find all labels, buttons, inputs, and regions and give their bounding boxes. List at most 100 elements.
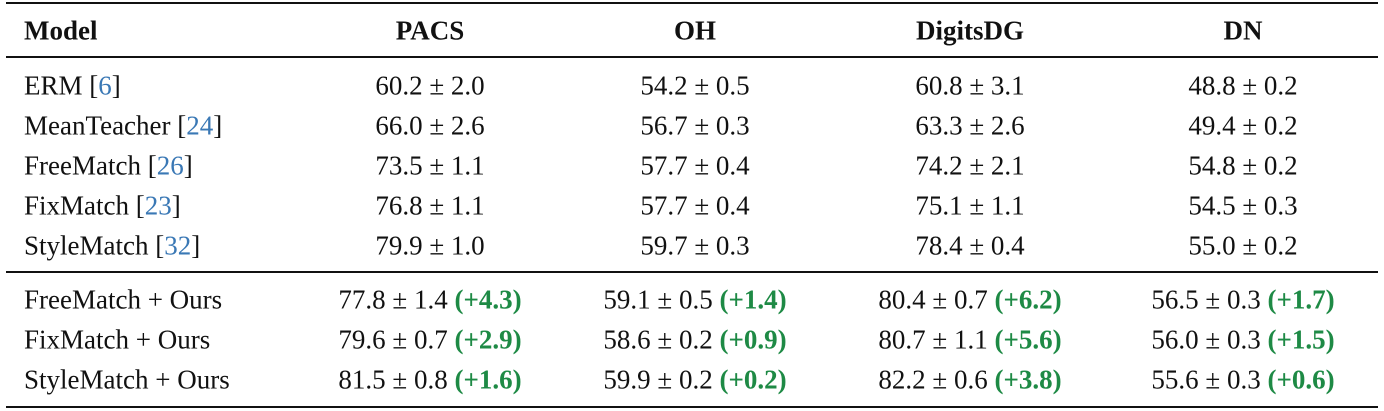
score-cell: 79.6 ± 0.7 (+2.9) — [338, 324, 521, 355]
score-cell: 55.0 ± 0.2 — [1188, 230, 1298, 261]
bracket: [ — [135, 190, 145, 221]
model-cell: MeanTeacher [24] — [24, 110, 223, 141]
score: 59.1 ± 0.5 — [603, 284, 713, 315]
score: 58.6 ± 0.2 — [603, 324, 713, 355]
score-cell: 73.5 ± 1.1 — [375, 150, 485, 181]
score-cell: 56.7 ± 0.3 — [640, 110, 750, 141]
score-cell: 80.4 ± 0.7 (+6.2) — [878, 284, 1062, 315]
bracket: ] — [191, 230, 201, 261]
score-cell: 54.5 ± 0.3 — [1188, 190, 1298, 221]
score: 77.8 ± 1.4 — [338, 284, 448, 315]
score-cell: 82.2 ± 0.6 (+3.8) — [878, 364, 1062, 395]
score-cell: 74.2 ± 2.1 — [915, 150, 1025, 181]
model-name: FixMatch — [24, 190, 129, 221]
score: 59.7 ± 0.3 — [640, 230, 750, 261]
score: 54.5 ± 0.3 — [1188, 190, 1298, 221]
score: 74.2 ± 2.1 — [915, 150, 1025, 181]
model-cell: FixMatch [23] — [24, 190, 181, 221]
score-cell: 49.4 ± 0.2 — [1188, 110, 1298, 141]
score-cell: 59.7 ± 0.3 — [640, 230, 750, 261]
score: 56.5 ± 0.3 — [1151, 284, 1261, 315]
gain: (+1.4) — [719, 284, 787, 315]
score-cell: 66.0 ± 2.6 — [375, 110, 485, 141]
header-cell: OH — [673, 15, 717, 46]
score: 78.4 ± 0.4 — [915, 230, 1025, 261]
gain: (+0.2) — [719, 364, 787, 395]
score: 54.2 ± 0.5 — [640, 70, 750, 101]
score-cell: 54.2 ± 0.5 — [640, 70, 750, 101]
model-name: FixMatch + Ours — [24, 324, 211, 355]
score: 49.4 ± 0.2 — [1188, 110, 1298, 141]
model-cell: ERM [6] — [24, 70, 121, 101]
score-cell: 80.7 ± 1.1 (+5.6) — [878, 324, 1062, 355]
score: 63.3 ± 2.6 — [915, 110, 1025, 141]
header-cell: PACS — [395, 15, 465, 46]
score-cell: 75.1 ± 1.1 — [915, 192, 1024, 220]
model-name: ERM — [24, 70, 83, 101]
score-cell: 57.7 ± 0.4 — [640, 150, 750, 181]
score-cell: 79.9 ± 1.0 — [375, 232, 484, 260]
score: 59.9 ± 0.2 — [603, 364, 713, 395]
gain: (+0.6) — [1267, 364, 1335, 395]
top-rule — [6, 2, 1378, 4]
citation: 26 — [156, 150, 184, 181]
score-cell: 78.4 ± 0.4 — [915, 230, 1025, 261]
score-cell: 63.3 ± 2.6 — [915, 110, 1025, 141]
score: 81.5 ± 0.8 — [338, 364, 448, 395]
gain: (+1.7) — [1267, 284, 1335, 315]
header-cell: Model — [24, 15, 98, 46]
bracket: ] — [213, 110, 223, 141]
bracket: ] — [111, 70, 121, 101]
bottom-rule — [6, 406, 1378, 408]
bracket: [ — [89, 70, 99, 101]
score: 79.6 ± 0.7 — [338, 324, 448, 355]
model-cell: StyleMatch + Ours — [24, 364, 230, 395]
score-cell: 55.6 ± 0.3 (+0.6) — [1151, 364, 1335, 395]
score-cell: 59.1 ± 0.5 (+1.4) — [603, 284, 787, 315]
citation: 32 — [164, 230, 192, 261]
header-rule — [6, 56, 1378, 58]
gain: (+0.9) — [719, 324, 787, 355]
model-cell: FixMatch + Ours — [24, 324, 211, 355]
score: 60.8 ± 3.1 — [915, 70, 1025, 101]
score: 57.7 ± 0.4 — [640, 190, 750, 221]
citation: 23 — [144, 190, 172, 221]
score: 76.8 ± 1.1 — [375, 190, 485, 221]
score: 80.4 ± 0.7 — [878, 284, 988, 315]
gain: (+6.2) — [994, 284, 1062, 315]
score-cell: 54.8 ± 0.2 — [1188, 150, 1298, 181]
group-rule — [6, 271, 1378, 273]
score: 55.0 ± 0.2 — [1188, 230, 1298, 261]
score-cell: 77.8 ± 1.4 (+4.3) — [338, 284, 522, 315]
score-cell: 81.5 ± 0.8 (+1.6) — [338, 364, 521, 395]
score-cell: 76.8 ± 1.1 — [375, 190, 485, 221]
gain: (+3.8) — [994, 364, 1062, 395]
bracket: ] — [171, 190, 181, 221]
score: 73.5 ± 1.1 — [375, 150, 485, 181]
model-name: MeanTeacher — [24, 110, 171, 141]
score: 55.6 ± 0.3 — [1151, 364, 1261, 395]
score: 66.0 ± 2.6 — [375, 110, 485, 141]
score: 57.7 ± 0.4 — [640, 150, 750, 181]
score-cell: 56.0 ± 0.3 (+1.5) — [1151, 324, 1335, 355]
gain: (+4.3) — [454, 284, 522, 315]
header-cell: DigitsDG — [916, 15, 1024, 46]
score: 60.2 ± 2.0 — [375, 70, 485, 101]
score-cell: 60.8 ± 3.1 — [915, 70, 1025, 101]
score: 54.8 ± 0.2 — [1188, 150, 1298, 181]
score-cell: 58.6 ± 0.2 (+0.9) — [603, 324, 787, 355]
model-name: FreeMatch + Ours — [24, 284, 223, 315]
score: 56.7 ± 0.3 — [640, 110, 750, 141]
model-cell: StyleMatch [32] — [24, 230, 201, 261]
score-cell: 48.8 ± 0.2 — [1188, 72, 1297, 100]
score: 80.7 ± 1.1 — [878, 324, 988, 355]
model-name: StyleMatch + Ours — [24, 364, 230, 395]
gain: (+1.5) — [1267, 324, 1335, 355]
bracket: [ — [177, 110, 187, 141]
score: 82.2 ± 0.6 — [878, 364, 988, 395]
score-cell: 57.7 ± 0.4 — [640, 190, 750, 221]
gain: (+5.6) — [994, 324, 1062, 355]
bracket: [ — [147, 150, 157, 181]
citation: 6 — [98, 70, 112, 101]
